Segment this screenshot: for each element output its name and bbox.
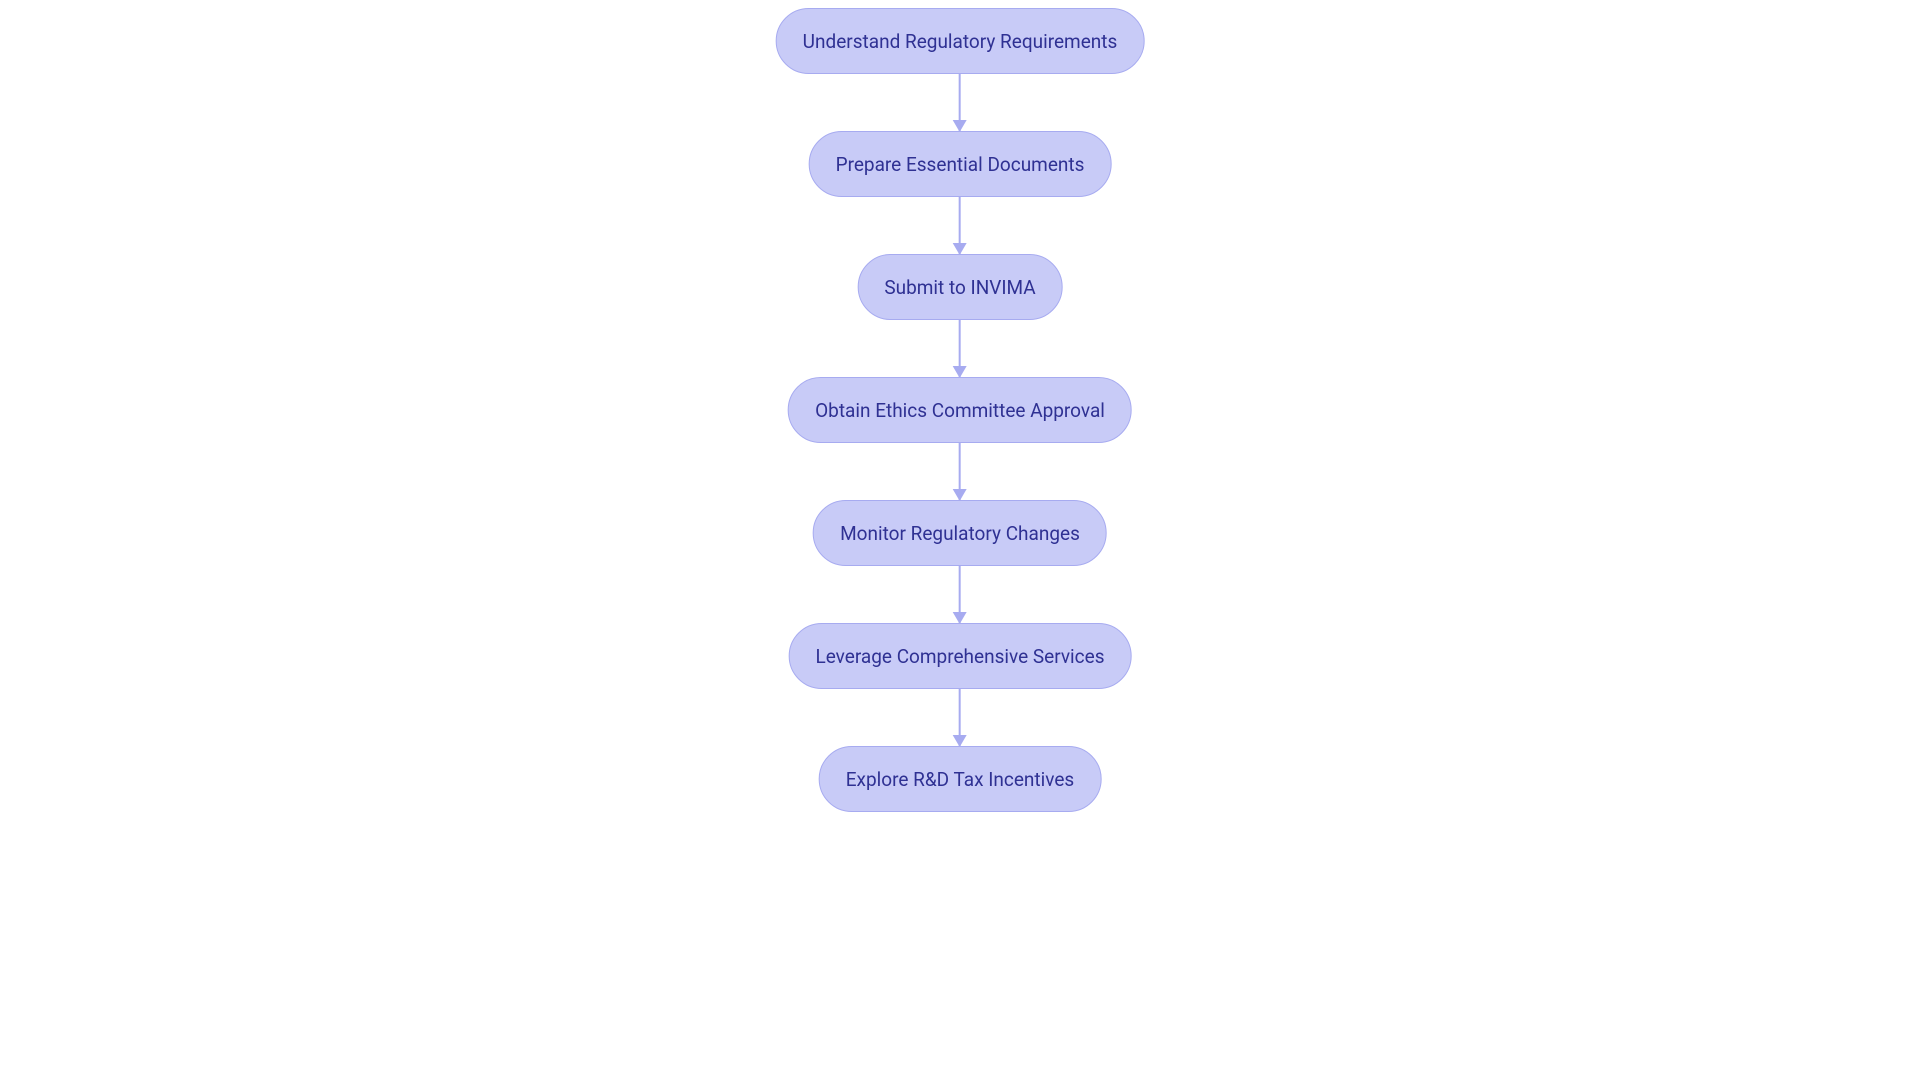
flowchart-node: Prepare Essential Documents <box>809 131 1112 197</box>
flowchart-node: Obtain Ethics Committee Approval <box>788 377 1132 443</box>
flowchart-node: Submit to INVIMA <box>857 254 1062 320</box>
flowchart-container: Understand Regulatory Requirements Prepa… <box>776 8 1145 812</box>
flowchart-arrow <box>959 197 961 254</box>
flowchart-arrow <box>959 566 961 623</box>
flowchart-arrow <box>959 320 961 377</box>
flowchart-arrow <box>959 74 961 131</box>
flowchart-arrow <box>959 443 961 500</box>
flowchart-arrow <box>959 689 961 746</box>
flowchart-node: Leverage Comprehensive Services <box>788 623 1131 689</box>
flowchart-node: Monitor Regulatory Changes <box>813 500 1107 566</box>
flowchart-node: Explore R&D Tax Incentives <box>819 746 1101 812</box>
flowchart-node: Understand Regulatory Requirements <box>776 8 1145 74</box>
